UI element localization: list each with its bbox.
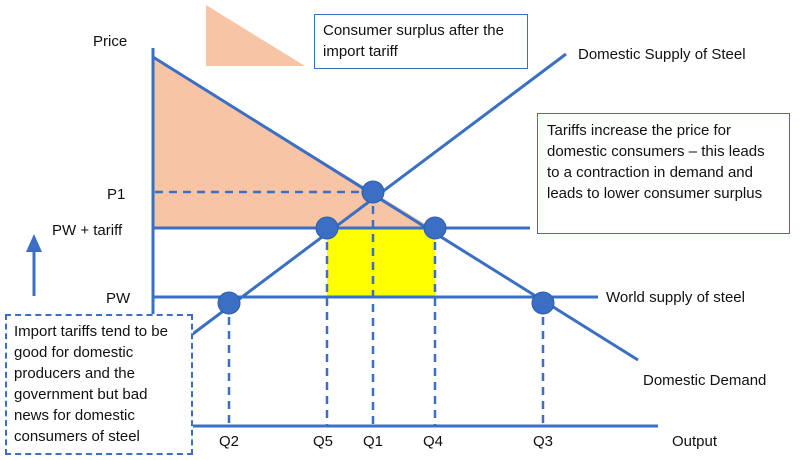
quantity-label-q4: Q4	[423, 433, 443, 450]
consumer-surplus-swatch	[206, 5, 305, 66]
winners-losers-note: Import tariffs tend to be good for domes…	[5, 314, 193, 455]
demand-curve-label: Domestic Demand	[643, 372, 766, 389]
quantity-label-q2: Q2	[219, 433, 239, 450]
demand-curve	[152, 55, 639, 362]
supply-curve-label: Domestic Supply of Steel	[578, 46, 746, 63]
quantity-label-q1: Q1	[363, 433, 383, 450]
price-label-pw: PW	[106, 290, 131, 307]
price-label-pw-tariff: PW + tariff	[52, 222, 123, 239]
quantity-label-q3: Q3	[533, 433, 553, 450]
supply-tariff-point	[315, 216, 339, 240]
demand-world-point	[531, 291, 555, 315]
legend-note: Consumer surplus after the import tariff	[314, 14, 528, 69]
x-axis-label: Output	[672, 433, 718, 450]
world-supply-label: World supply of steel	[606, 289, 745, 306]
supply-world-point	[217, 291, 241, 315]
price-label-p1: P1	[107, 186, 125, 203]
price-increase-arrow-icon	[26, 234, 42, 296]
tariff-revenue-area	[327, 228, 435, 296]
y-axis-label: Price	[93, 33, 127, 50]
consumer-surplus-area	[153, 57, 432, 228]
equilibrium-point	[361, 180, 385, 204]
demand-tariff-point	[423, 216, 447, 240]
tariff-effect-note: Tariffs increase the price for domestic …	[537, 113, 790, 234]
quantity-label-q5: Q5	[313, 433, 333, 450]
